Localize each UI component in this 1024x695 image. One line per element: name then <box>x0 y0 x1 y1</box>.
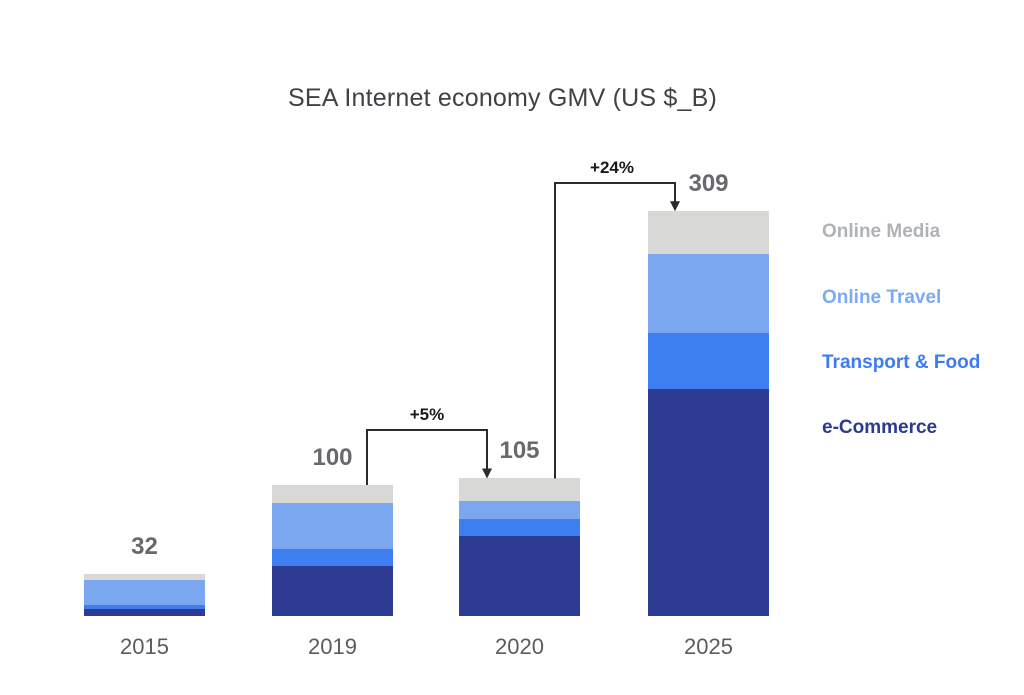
legend-item-e-commerce: e-Commerce <box>822 417 938 438</box>
bar-segment-e-commerce <box>648 389 769 616</box>
legend-item-online-media: Online Media <box>822 221 941 242</box>
bar-segment-online-media <box>648 211 769 255</box>
bar-segment-transport-food <box>272 549 393 567</box>
growth-annotation-2020-2025: +24% <box>590 158 634 177</box>
arrowhead-icon <box>482 468 492 479</box>
chart-title: SEA Internet economy GMV (US $_B) <box>288 84 717 112</box>
arrowhead-icon <box>670 201 680 212</box>
x-axis-label: 2015 <box>120 634 169 659</box>
growth-bracket-line <box>554 182 676 479</box>
x-axis-label: 2025 <box>684 634 733 659</box>
bar-segment-transport-food <box>648 333 769 390</box>
legend-item-transport-food: Transport & Food <box>822 352 981 373</box>
bar-segment-transport-food <box>84 604 205 609</box>
bar-segment-e-commerce <box>459 536 580 616</box>
bar-total-label: 32 <box>131 533 158 561</box>
bar-segment-online-travel <box>84 579 205 605</box>
bar-segment-transport-food <box>459 519 580 537</box>
bar-segment-online-media <box>459 478 580 501</box>
bar-segment-online-media <box>272 485 393 504</box>
bar-segment-online-travel <box>648 254 769 334</box>
bar-segment-e-commerce <box>272 566 393 616</box>
x-axis-label: 2020 <box>495 634 544 659</box>
bar-total-label: 105 <box>499 437 540 465</box>
bar-segment-e-commerce <box>84 608 205 616</box>
bar-segment-online-travel <box>459 500 580 520</box>
bar-total-label: 309 <box>688 170 729 198</box>
bar-segment-online-travel <box>272 503 393 550</box>
bar-total-label: 100 <box>312 444 353 471</box>
growth-annotation-2019-2020: +5% <box>409 405 445 424</box>
growth-bracket-line <box>366 429 488 485</box>
bar-segment-online-media <box>84 574 205 580</box>
x-axis-label: 2019 <box>308 634 357 659</box>
legend-item-online-travel: Online Travel <box>822 287 942 308</box>
